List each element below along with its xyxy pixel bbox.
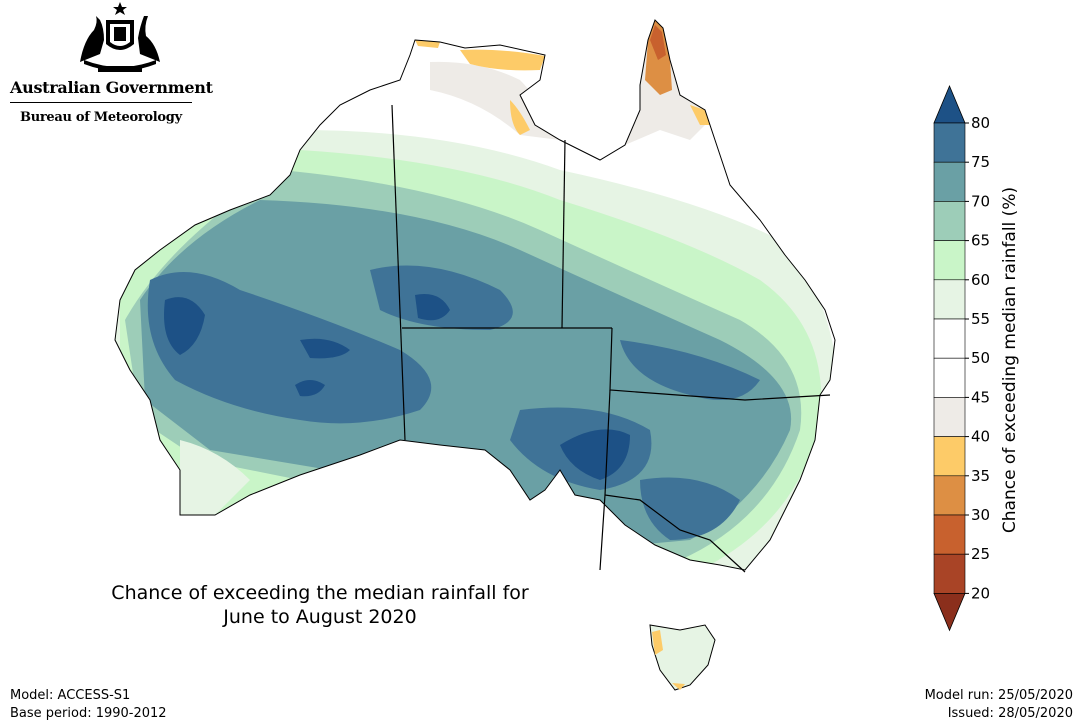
legend-tick-label: 35 xyxy=(971,467,990,485)
legend-tick-label: 55 xyxy=(971,310,990,328)
legend-tick-label: 60 xyxy=(971,271,990,289)
legend-tick-label: 70 xyxy=(971,192,990,210)
run-info: Model run: 25/05/2020 Issued: 28/05/2020 xyxy=(925,687,1073,723)
australian-coat-of-arms-icon xyxy=(80,2,160,72)
base-period: Base period: 1990-2012 xyxy=(10,706,167,721)
legend-tick-label: 30 xyxy=(971,506,990,524)
legend-over-arrow xyxy=(933,84,966,124)
legend-tick-label: 20 xyxy=(971,584,990,602)
legend-bin-45-50 xyxy=(933,357,966,398)
model-name: Model: ACCESS-S1 xyxy=(10,688,131,703)
legend-bin-60-65 xyxy=(933,240,966,281)
legend-tick-label: 65 xyxy=(971,232,990,250)
map-title-line1: Chance of exceeding the median rainfall … xyxy=(111,582,529,604)
tasmania xyxy=(649,624,716,691)
legend-bin-20-25 xyxy=(933,553,966,594)
legend-bin-55-60 xyxy=(933,279,966,320)
legend-tick-label: 40 xyxy=(971,428,990,446)
legend-colorbar xyxy=(933,84,966,632)
legend-tick-label: 25 xyxy=(971,545,990,563)
continent-fill xyxy=(115,20,835,570)
state-borders xyxy=(391,104,831,573)
bom-logo: Australian Government Bureau of Meteorol… xyxy=(0,0,213,130)
legend-tick-label: 75 xyxy=(971,153,990,171)
legend-bin-35-40 xyxy=(933,436,966,477)
legend-tick-label: 80 xyxy=(971,114,990,132)
legend-tick-labels: 80 75 70 65 60 55 50 45 40 35 30 25 20 xyxy=(965,114,990,602)
legend-bin-25-30 xyxy=(933,514,966,555)
legend-bin-30-35 xyxy=(933,475,966,516)
legend-bin-75-80 xyxy=(933,122,966,163)
legend-bin-65-70 xyxy=(933,201,966,241)
government-name: Australian Government xyxy=(10,78,213,97)
model-run-date: Model run: 25/05/2020 xyxy=(924,688,1073,703)
legend-bin-50-55 xyxy=(933,318,966,359)
logo-divider xyxy=(10,102,192,103)
legend-tick-label: 50 xyxy=(971,349,990,367)
issued-date: Issued: 28/05/2020 xyxy=(947,706,1073,721)
legend-under-arrow xyxy=(933,593,966,632)
legend-tick-label: 45 xyxy=(971,388,990,406)
legend-bin-70-75 xyxy=(933,161,966,202)
legend-bin-40-45 xyxy=(933,397,966,437)
bureau-name: Bureau of Meteorology xyxy=(20,110,182,125)
map-title-line2: June to August 2020 xyxy=(223,606,417,628)
legend-title: Chance of exceeding median rainfall (%) xyxy=(1000,187,1020,533)
map-title: Chance of exceeding the median rainfall … xyxy=(70,581,570,629)
model-info: Model: ACCESS-S1 Base period: 1990-2012 xyxy=(10,687,167,723)
